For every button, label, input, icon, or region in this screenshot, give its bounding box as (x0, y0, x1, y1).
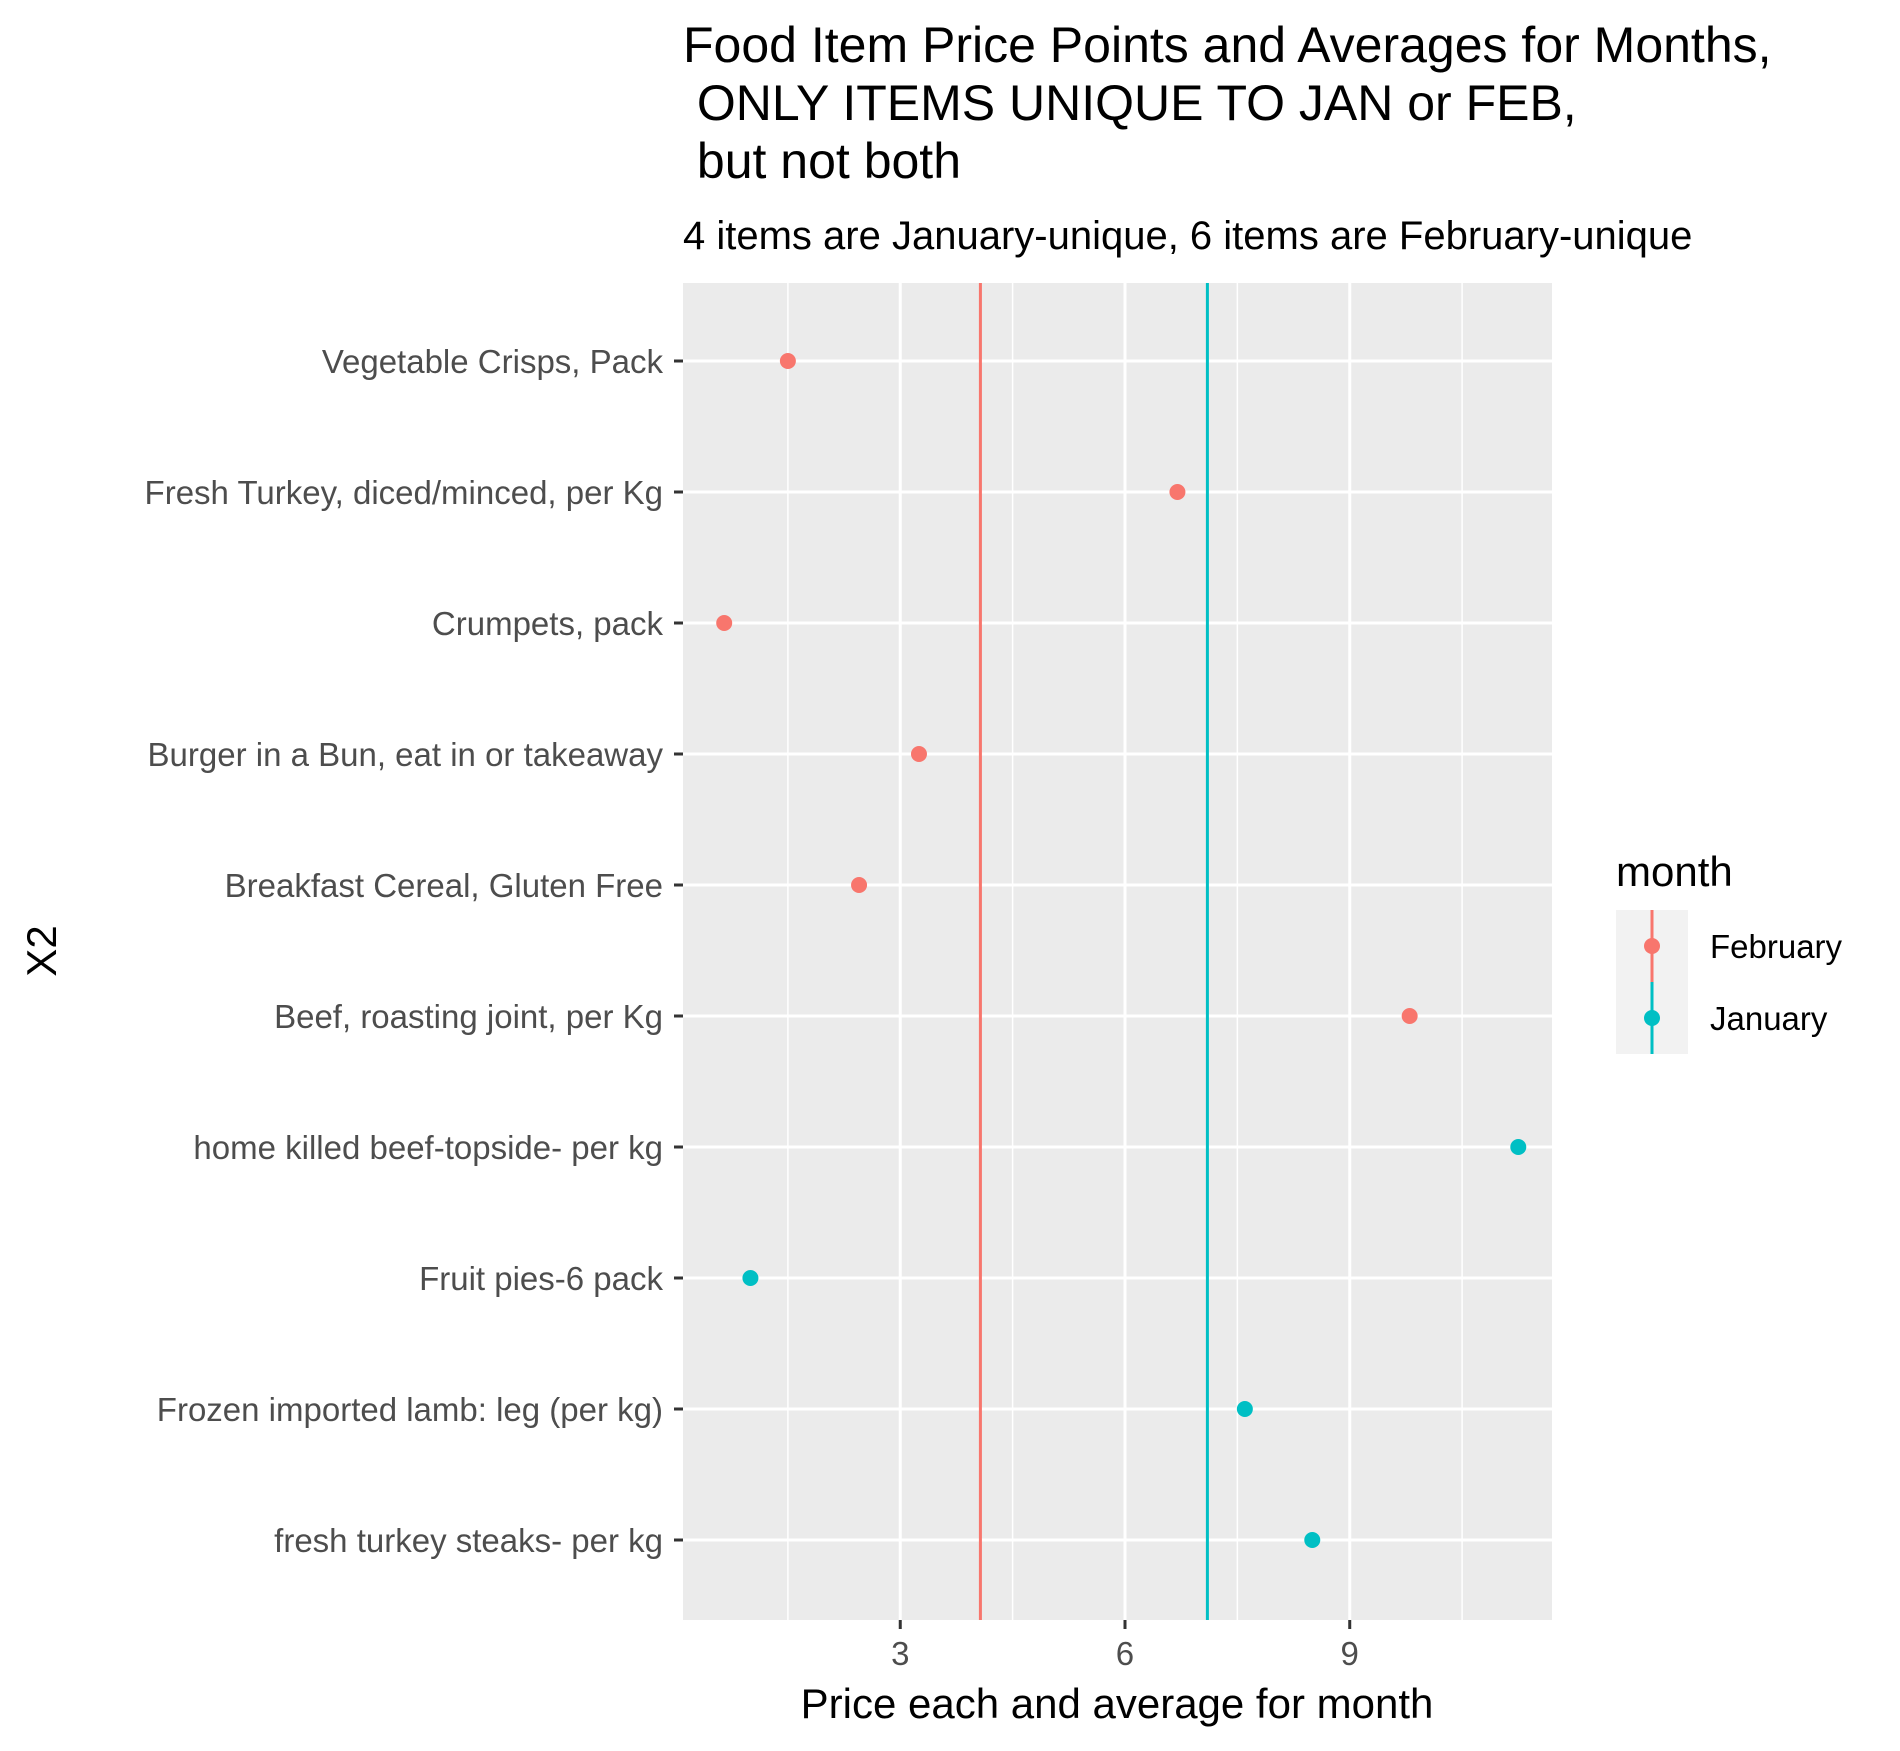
x-axis-title: Price each and average for month (801, 1680, 1434, 1727)
y-tick-label: Beef, roasting joint, per Kg (274, 998, 663, 1035)
legend: month February January (1616, 848, 1843, 1054)
y-tick-label: Fruit pies-6 pack (419, 1260, 663, 1297)
point-february (851, 877, 868, 893)
chart-title-line-2: ONLY ITEMS UNIQUE TO JAN or FEB, (683, 75, 1577, 131)
average-lines (978, 283, 1209, 1620)
y-tick-label: Frozen imported lamb: leg (per kg) (157, 1391, 663, 1428)
point-january (1304, 1532, 1321, 1548)
y-tick-label: Crumpets, pack (432, 605, 664, 642)
grid-minor (787, 283, 1463, 1620)
legend-key-point-february (1644, 938, 1660, 954)
point-january (742, 1270, 759, 1286)
y-tick-label: Vegetable Crisps, Pack (322, 343, 664, 380)
data-points (716, 353, 1527, 1548)
chart-title-line-3: but not both (683, 133, 961, 189)
y-axis: Vegetable Crisps, Pack Fresh Turkey, dice… (145, 343, 683, 1559)
point-february (779, 353, 796, 369)
x-axis: 3 6 9 (891, 1620, 1359, 1672)
y-axis-title: X2 (18, 925, 65, 976)
point-february (1169, 484, 1186, 500)
x-tick-label: 3 (891, 1635, 909, 1672)
x-tick-label: 6 (1116, 1635, 1134, 1672)
y-tick-label: Fresh Turkey, diced/minced, per Kg (145, 474, 663, 511)
legend-label-february: February (1710, 928, 1843, 965)
point-february (910, 746, 927, 762)
legend-label-january: January (1710, 1000, 1828, 1037)
legend-key-point-january (1644, 1010, 1660, 1026)
y-tick-label: fresh turkey steaks- per kg (274, 1522, 663, 1559)
point-january (1236, 1401, 1253, 1417)
point-january (1510, 1139, 1527, 1155)
plot-panel (683, 283, 1552, 1620)
chart-title-line-1: Food Item Price Points and Averages for … (683, 17, 1772, 73)
y-tick-label: Burger in a Bun, eat in or takeaway (148, 736, 664, 773)
point-february (716, 615, 733, 631)
legend-title: month (1616, 848, 1733, 895)
point-february (1401, 1008, 1418, 1024)
title-block: Food Item Price Points and Averages for … (683, 17, 1772, 258)
x-tick-label: 9 (1341, 1635, 1359, 1672)
y-tick-label: home killed beef-topside- per kg (193, 1129, 663, 1166)
y-tick-label: Breakfast Cereal, Gluten Free (225, 867, 663, 904)
chart-subtitle: 4 items are January-unique, 6 items are … (683, 214, 1692, 258)
